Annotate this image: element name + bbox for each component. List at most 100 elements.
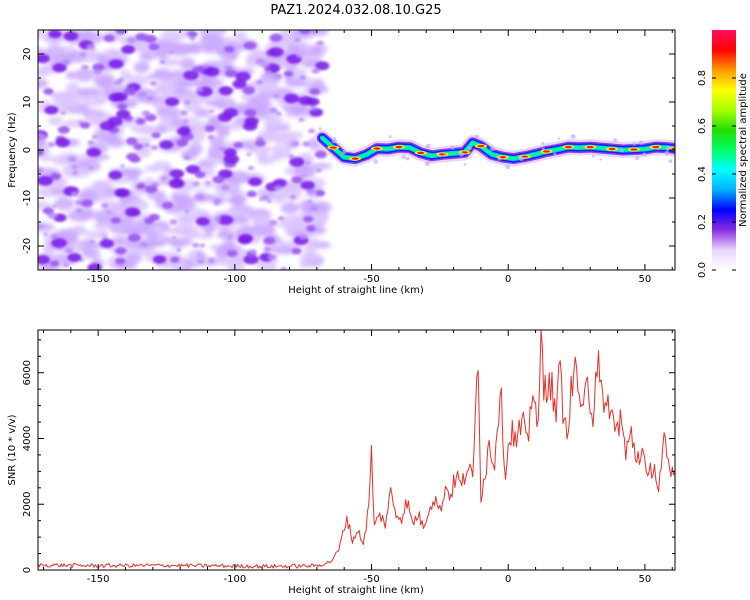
signal-speck — [656, 147, 659, 151]
noise-blob-dark — [168, 50, 174, 55]
noise-blob — [179, 116, 198, 124]
noise-blob-dark — [255, 79, 264, 85]
noise-blob-dark — [44, 105, 59, 115]
noise-blob — [262, 133, 281, 142]
signal-speck — [505, 164, 511, 170]
noise-blob — [54, 197, 75, 211]
colorbar-ticks: 0.0 0.2 0.4 0.6 0.8 — [697, 70, 736, 278]
noise-blob-dark — [268, 254, 277, 260]
noise-blob-dark — [43, 232, 48, 237]
x-tick-label: -100 — [223, 274, 246, 285]
noise-blob-dark — [283, 93, 300, 104]
noise-blob-dark — [264, 247, 271, 252]
noise-blob-dark — [91, 134, 98, 140]
noise-blob — [259, 115, 284, 122]
noise-blob-dark — [291, 247, 302, 255]
snr-frame — [37, 329, 676, 571]
noise-blob-dark — [135, 33, 148, 41]
noise-light-layer — [38, 30, 332, 270]
noise-blob-dark — [184, 100, 191, 105]
signal-speck — [613, 138, 618, 143]
figure-title: PAZ1.2024.032.08.10.G25 — [270, 3, 441, 18]
signal-speck — [474, 134, 480, 139]
noise-blob — [145, 230, 158, 242]
noise-blob-dark — [193, 181, 200, 187]
colorbar-tick-label: 0.6 — [697, 118, 708, 134]
noise-blob-dark — [81, 64, 89, 70]
noise-blob-dark — [63, 263, 70, 268]
noise-blob-dark — [74, 199, 83, 206]
signal-trace — [314, 127, 675, 170]
noise-blob — [154, 49, 170, 60]
x-tick-label: -50 — [363, 274, 379, 285]
noise-blob-dark — [248, 177, 262, 187]
noise-blob-dark — [57, 125, 70, 134]
colorbar: 0.0 0.2 0.4 0.6 0.8 Normalized spectral ampl… — [697, 30, 749, 278]
colorbar-label: Normalized spectral amplitude — [738, 73, 749, 227]
noise-blob-dark — [38, 148, 45, 156]
noise-blob — [170, 194, 182, 202]
noise-blob-dark — [55, 137, 71, 148]
spectrogram-x-ticks: -150 -100 -50 0 50 — [42, 30, 673, 285]
noise-blob-dark — [203, 64, 209, 69]
snr-y-ticks: 0 2000 4000 6000 — [22, 339, 675, 573]
y-tick-label: 0 — [22, 567, 33, 573]
noise-blob — [188, 41, 201, 54]
noise-blob — [168, 227, 182, 234]
noise-blob-dark — [315, 168, 322, 173]
noise-blob-dark — [218, 146, 226, 152]
noise-blob-dark — [152, 255, 167, 264]
noise-blob-dark — [266, 199, 272, 204]
noise-blob — [42, 245, 54, 255]
noise-blob — [130, 124, 156, 134]
signal-speck — [497, 156, 502, 161]
noise-blob — [180, 81, 195, 88]
signal-speck — [401, 155, 406, 160]
x-tick-label: 0 — [505, 274, 511, 285]
snr-x-ticks: -150 -100 -50 0 50 — [42, 330, 673, 585]
noise-blob-dark — [38, 134, 46, 140]
noise-blob-dark — [305, 97, 320, 107]
signal-speck — [467, 146, 472, 151]
y-tick-label: 0 — [22, 147, 33, 153]
noise-blob-dark — [227, 235, 233, 240]
noise-blob-dark — [115, 257, 126, 265]
noise-blob-dark — [117, 103, 128, 110]
noise-blob-dark — [269, 107, 278, 114]
noise-blob-dark — [72, 170, 78, 175]
noise-blob — [304, 238, 321, 247]
signal-peak-spot — [586, 145, 594, 149]
noise-blob — [152, 161, 172, 171]
spectrogram-y-ticks: -20 -10 0 10 20 — [22, 29, 675, 271]
noise-blob-dark — [303, 215, 314, 223]
x-tick-label: -100 — [223, 574, 246, 585]
noise-blob-dark — [309, 205, 319, 212]
noise-blob-dark — [137, 91, 147, 98]
noise-blob-dark — [189, 36, 196, 41]
colorbar-tick-label: 0.0 — [697, 262, 708, 278]
noise-blob-dark — [143, 217, 155, 225]
y-tick-label: 4000 — [22, 426, 33, 451]
signal-speck — [553, 152, 557, 156]
noise-blob-dark — [114, 188, 130, 198]
noise-blob-dark — [159, 140, 174, 150]
noise-blob-dark — [213, 201, 220, 206]
noise-blob-dark — [217, 112, 233, 122]
noise-blob-dark — [64, 247, 74, 254]
noise-blob-dark — [311, 67, 321, 74]
snr-x-label: Height of straight line (km) — [288, 585, 424, 596]
noise-blob-dark — [176, 127, 191, 136]
noise-blob-dark — [47, 212, 58, 219]
noise-blob — [120, 228, 143, 236]
x-tick-label: 50 — [639, 574, 652, 585]
noise-blob-dark — [265, 70, 272, 75]
signal-peak-spot — [417, 151, 425, 155]
noise-blob-dark — [315, 190, 326, 197]
noise-blob-dark — [277, 216, 285, 221]
signal-speck — [534, 147, 537, 150]
noise-blob — [160, 30, 185, 43]
noise-blob-dark — [126, 152, 139, 161]
noise-blob-dark — [88, 166, 93, 170]
noise-blob — [280, 201, 300, 215]
